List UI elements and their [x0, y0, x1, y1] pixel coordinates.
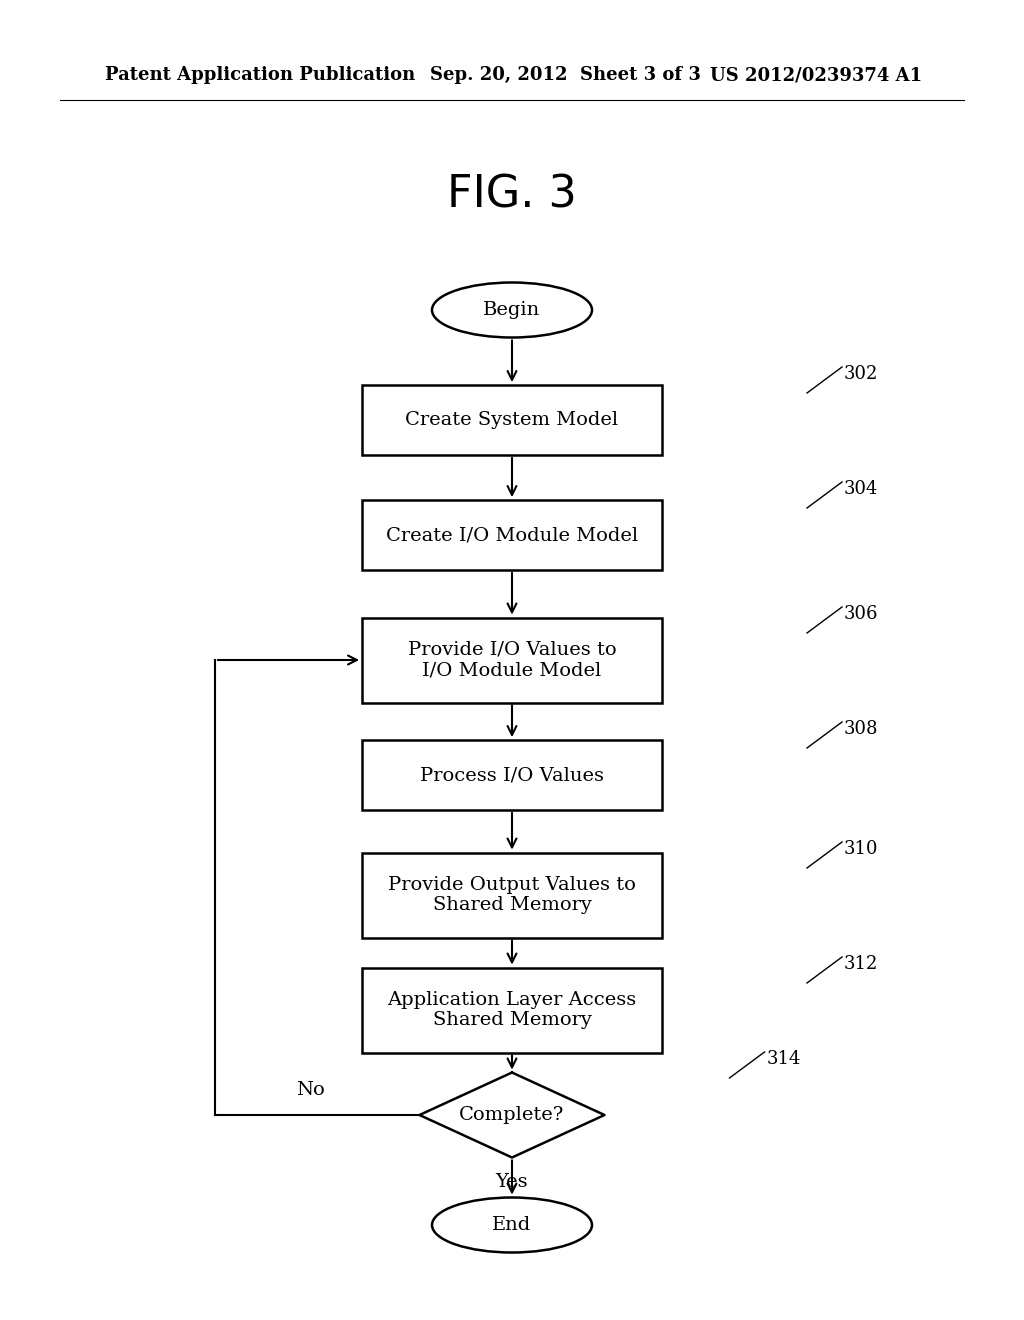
Text: 308: 308 [844, 719, 879, 738]
Text: 304: 304 [844, 480, 879, 498]
Text: 312: 312 [844, 954, 879, 973]
FancyBboxPatch shape [362, 853, 662, 937]
Text: Sep. 20, 2012  Sheet 3 of 3: Sep. 20, 2012 Sheet 3 of 3 [430, 66, 700, 84]
Text: 302: 302 [844, 366, 879, 383]
Text: US 2012/0239374 A1: US 2012/0239374 A1 [710, 66, 923, 84]
Text: 314: 314 [767, 1049, 801, 1068]
Text: Yes: Yes [496, 1173, 528, 1191]
Text: Complete?: Complete? [460, 1106, 564, 1125]
Text: Begin: Begin [483, 301, 541, 319]
Text: Provide I/O Values to
I/O Module Model: Provide I/O Values to I/O Module Model [408, 640, 616, 680]
Text: Patent Application Publication: Patent Application Publication [105, 66, 416, 84]
Text: Create I/O Module Model: Create I/O Module Model [386, 525, 638, 544]
Text: End: End [493, 1216, 531, 1234]
Text: No: No [296, 1081, 325, 1100]
Text: Application Layer Access
Shared Memory: Application Layer Access Shared Memory [387, 990, 637, 1030]
FancyBboxPatch shape [362, 618, 662, 702]
FancyBboxPatch shape [362, 500, 662, 570]
Text: Provide Output Values to
Shared Memory: Provide Output Values to Shared Memory [388, 875, 636, 915]
Polygon shape [420, 1072, 604, 1158]
Text: Create System Model: Create System Model [406, 411, 618, 429]
Text: 310: 310 [844, 840, 879, 858]
FancyBboxPatch shape [362, 385, 662, 455]
Ellipse shape [432, 282, 592, 338]
FancyBboxPatch shape [362, 968, 662, 1052]
Text: 306: 306 [844, 605, 879, 623]
FancyBboxPatch shape [362, 741, 662, 810]
Text: FIG. 3: FIG. 3 [447, 173, 577, 216]
Text: Process I/O Values: Process I/O Values [420, 766, 604, 784]
Ellipse shape [432, 1197, 592, 1253]
